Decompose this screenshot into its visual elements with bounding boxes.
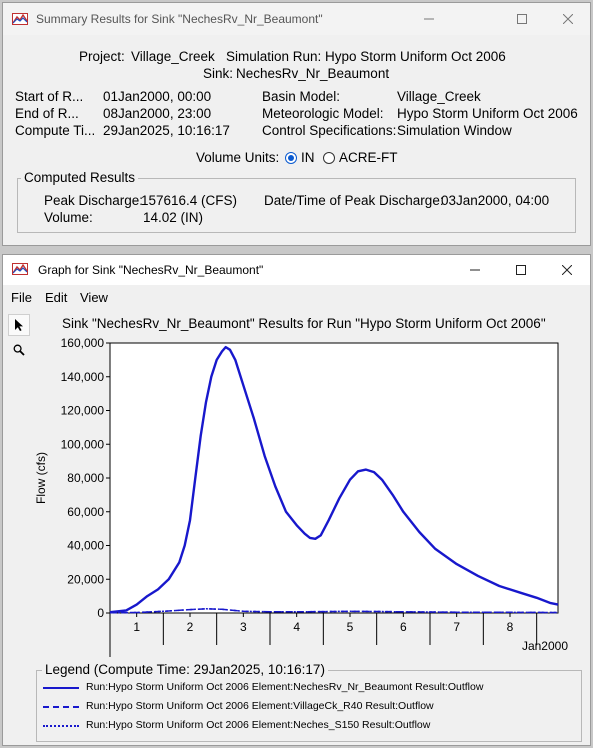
volume-label: Volume: xyxy=(44,210,93,225)
legend-label: Run:Hypo Storm Uniform Oct 2006 Element:… xyxy=(86,719,431,731)
y-tick-label: 20,000 xyxy=(67,572,104,586)
close-icon xyxy=(562,265,572,275)
y-tick-label: 80,000 xyxy=(67,471,104,485)
y-axis-label: Flow (cfs) xyxy=(34,452,48,504)
meteorologic-model-value: Hypo Storm Uniform Oct 2006 xyxy=(397,106,578,121)
y-tick-label: 0 xyxy=(97,606,104,620)
computed-results-title: Computed Results xyxy=(21,170,139,185)
compute-time-label: Compute Ti... xyxy=(15,123,96,138)
y-tick-label: 120,000 xyxy=(61,404,105,418)
window-title: Graph for Sink "NechesRv_Nr_Beaumont" xyxy=(38,263,264,277)
legend-swatch-dotted xyxy=(43,725,79,727)
y-tick-label: 160,000 xyxy=(61,336,105,350)
arrow-pointer-icon xyxy=(15,319,23,331)
x-tick-label: 6 xyxy=(400,620,407,634)
sink-value: NechesRv_Nr_Beaumont xyxy=(236,66,390,81)
graph-titlebar[interactable]: Graph for Sink "NechesRv_Nr_Beaumont" xyxy=(3,255,590,285)
peak-discharge-time-value: 03Jan2000, 04:00 xyxy=(441,193,550,208)
end-of-run-value: 08Jan2000, 23:00 xyxy=(103,106,212,121)
peak-discharge-label: Peak Discharge: xyxy=(44,193,144,208)
x-tick-label: 3 xyxy=(240,620,247,634)
volume-units-in-radio[interactable] xyxy=(285,152,297,164)
x-tick-label: 2 xyxy=(187,620,194,634)
legend-label: Run:Hypo Storm Uniform Oct 2006 Element:… xyxy=(86,681,484,693)
magnifier-icon xyxy=(13,344,25,356)
volume-units-in-label[interactable]: IN xyxy=(301,150,315,165)
pointer-tool[interactable] xyxy=(8,314,30,336)
control-specifications-label: Control Specifications: xyxy=(262,123,397,138)
minimize-icon xyxy=(470,269,480,271)
start-of-run-value: 01Jan2000, 00:00 xyxy=(103,89,212,104)
legend-swatch-solid xyxy=(43,687,79,689)
volume-units-acre-ft-label[interactable]: ACRE-FT xyxy=(339,150,398,165)
zoom-tool[interactable] xyxy=(8,339,30,361)
minimize-button[interactable] xyxy=(452,255,498,285)
x-tick-label: 7 xyxy=(453,620,460,634)
legend-label: Run:Hypo Storm Uniform Oct 2006 Element:… xyxy=(86,700,434,712)
volume-units-acre-ft-radio[interactable] xyxy=(323,152,335,164)
x-axis-label: Jan2000 xyxy=(522,639,568,653)
volume-value: 14.02 (IN) xyxy=(143,210,204,225)
legend-swatch-dashed xyxy=(43,706,79,708)
project-label: Project: xyxy=(79,49,125,64)
simulation-run-value: Hypo Storm Uniform Oct 2006 xyxy=(325,49,506,64)
basin-model-value: Village_Creek xyxy=(397,89,481,104)
y-tick-label: 40,000 xyxy=(67,539,104,553)
graph-window: Graph for Sink "NechesRv_Nr_Beaumont" Fi… xyxy=(2,254,591,746)
y-tick-label: 100,000 xyxy=(61,437,105,451)
x-tick-label: 1 xyxy=(133,620,140,634)
minimize-button[interactable] xyxy=(406,3,452,35)
maximize-button[interactable] xyxy=(498,255,544,285)
y-tick-label: 60,000 xyxy=(67,505,104,519)
basin-model-label: Basin Model: xyxy=(262,89,341,104)
hec-hms-app-icon xyxy=(12,263,28,275)
x-tick-label: 5 xyxy=(347,620,354,634)
maximize-button[interactable] xyxy=(499,3,545,35)
project-value: Village_Creek xyxy=(131,49,215,64)
end-of-run-label: End of R... xyxy=(15,106,79,121)
meteorologic-model-label: Meteorologic Model: xyxy=(262,106,384,121)
x-tick-label: 4 xyxy=(293,620,300,634)
peak-discharge-time-label: Date/Time of Peak Discharge: xyxy=(264,193,444,208)
y-tick-label: 140,000 xyxy=(61,370,105,384)
legend-title: Legend (Compute Time: 29Jan2025, 10:16:1… xyxy=(42,662,328,677)
menu-edit[interactable]: Edit xyxy=(45,290,68,305)
peak-discharge-value: 157616.4 (CFS) xyxy=(141,193,238,208)
close-button[interactable] xyxy=(544,255,590,285)
x-tick-label: 8 xyxy=(507,620,514,634)
plot-area xyxy=(109,342,559,614)
summary-titlebar[interactable]: Summary Results for Sink "NechesRv_Nr_Be… xyxy=(3,3,590,35)
simulation-run-label: Simulation Run: xyxy=(226,49,322,64)
menu-file[interactable]: File xyxy=(11,290,32,305)
hec-hms-app-icon xyxy=(12,13,28,25)
maximize-icon xyxy=(517,14,527,24)
series-line-solid xyxy=(109,345,559,614)
computed-results-group xyxy=(17,178,576,233)
menu-view[interactable]: View xyxy=(80,290,108,305)
summary-results-window: Summary Results for Sink "NechesRv_Nr_Be… xyxy=(2,2,591,246)
minimize-icon xyxy=(424,18,434,20)
close-button[interactable] xyxy=(545,3,591,35)
menu-bar: File Edit View xyxy=(3,287,590,307)
control-specifications-value: Simulation Window xyxy=(397,123,512,138)
chart-title: Sink "NechesRv_Nr_Beaumont" Results for … xyxy=(62,316,546,331)
flow-chart: 0 20,000 40,000 60,000 80,000 100,000 120,000 1… xyxy=(34,336,568,657)
close-icon xyxy=(563,14,573,24)
series-line-dotted xyxy=(109,608,559,614)
window-title: Summary Results for Sink "NechesRv_Nr_Be… xyxy=(36,12,323,26)
maximize-icon xyxy=(516,265,526,275)
volume-units-label: Volume Units: xyxy=(196,150,280,165)
start-of-run-label: Start of R... xyxy=(15,89,84,104)
compute-time-value: 29Jan2025, 10:16:17 xyxy=(103,123,230,138)
sink-label: Sink: xyxy=(203,66,234,81)
